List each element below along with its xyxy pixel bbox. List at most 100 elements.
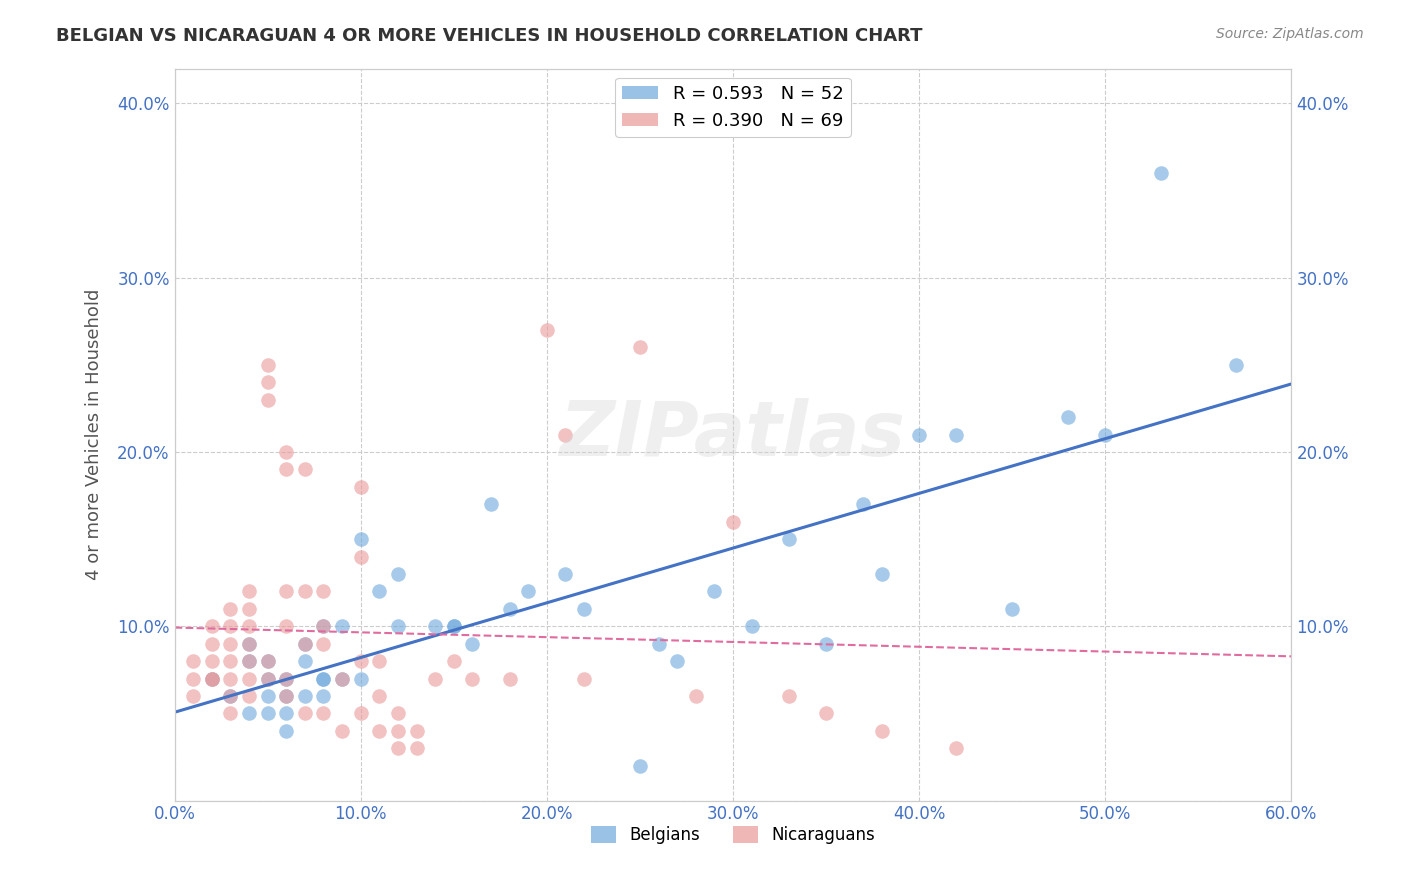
Point <box>350 549 373 564</box>
Point <box>312 706 335 721</box>
Point <box>312 584 335 599</box>
Point <box>201 672 224 686</box>
Point <box>276 462 298 476</box>
Legend: R = 0.593   N = 52, R = 0.390   N = 69: R = 0.593 N = 52, R = 0.390 N = 69 <box>616 78 851 137</box>
Point <box>945 741 967 756</box>
Point <box>256 376 278 390</box>
Point <box>517 584 540 599</box>
Point <box>256 392 278 407</box>
Point <box>219 619 242 633</box>
Point <box>1225 358 1247 372</box>
Point <box>945 427 967 442</box>
Point <box>852 497 875 511</box>
Point <box>572 602 595 616</box>
Point <box>368 654 391 668</box>
Point <box>368 689 391 703</box>
Text: BELGIAN VS NICARAGUAN 4 OR MORE VEHICLES IN HOUSEHOLD CORRELATION CHART: BELGIAN VS NICARAGUAN 4 OR MORE VEHICLES… <box>56 27 922 45</box>
Point <box>312 672 335 686</box>
Point <box>294 654 316 668</box>
Point <box>256 689 278 703</box>
Point <box>387 619 409 633</box>
Point <box>238 654 260 668</box>
Point <box>219 602 242 616</box>
Point <box>238 584 260 599</box>
Point <box>778 532 800 546</box>
Point <box>498 672 520 686</box>
Point <box>238 689 260 703</box>
Point <box>554 427 576 442</box>
Point <box>350 706 373 721</box>
Point <box>219 706 242 721</box>
Point <box>479 497 502 511</box>
Point <box>703 584 725 599</box>
Point <box>330 672 353 686</box>
Point <box>350 654 373 668</box>
Point <box>368 723 391 738</box>
Point <box>219 689 242 703</box>
Point <box>628 758 651 772</box>
Text: ZIPatlas: ZIPatlas <box>560 398 905 472</box>
Point <box>276 672 298 686</box>
Point <box>201 672 224 686</box>
Point <box>276 445 298 459</box>
Point <box>219 654 242 668</box>
Point <box>1001 602 1024 616</box>
Point <box>276 689 298 703</box>
Point <box>256 672 278 686</box>
Point <box>276 584 298 599</box>
Point <box>425 619 447 633</box>
Point <box>815 637 838 651</box>
Point <box>330 619 353 633</box>
Point <box>312 689 335 703</box>
Point <box>256 672 278 686</box>
Point <box>368 584 391 599</box>
Point <box>330 672 353 686</box>
Point <box>572 672 595 686</box>
Point <box>276 689 298 703</box>
Point <box>387 723 409 738</box>
Point <box>312 637 335 651</box>
Point <box>870 567 893 582</box>
Point <box>443 619 465 633</box>
Point <box>1094 427 1116 442</box>
Point <box>238 619 260 633</box>
Point <box>443 654 465 668</box>
Point <box>256 358 278 372</box>
Point <box>498 602 520 616</box>
Point <box>201 619 224 633</box>
Point <box>1150 166 1173 180</box>
Point <box>238 706 260 721</box>
Point <box>387 741 409 756</box>
Point <box>350 532 373 546</box>
Point <box>405 723 427 738</box>
Point <box>330 723 353 738</box>
Point <box>238 672 260 686</box>
Point <box>294 637 316 651</box>
Point <box>201 672 224 686</box>
Point <box>276 723 298 738</box>
Point <box>443 619 465 633</box>
Point <box>870 723 893 738</box>
Point <box>815 706 838 721</box>
Point <box>276 619 298 633</box>
Point <box>238 602 260 616</box>
Point <box>238 637 260 651</box>
Point <box>741 619 763 633</box>
Point <box>276 706 298 721</box>
Point <box>201 637 224 651</box>
Point <box>554 567 576 582</box>
Point <box>256 654 278 668</box>
Point <box>294 706 316 721</box>
Point <box>778 689 800 703</box>
Point <box>219 672 242 686</box>
Point <box>219 637 242 651</box>
Point <box>1057 410 1080 425</box>
Point <box>387 567 409 582</box>
Point <box>908 427 931 442</box>
Point <box>628 340 651 354</box>
Point <box>387 706 409 721</box>
Point <box>685 689 707 703</box>
Point <box>276 672 298 686</box>
Point <box>181 689 204 703</box>
Point <box>294 462 316 476</box>
